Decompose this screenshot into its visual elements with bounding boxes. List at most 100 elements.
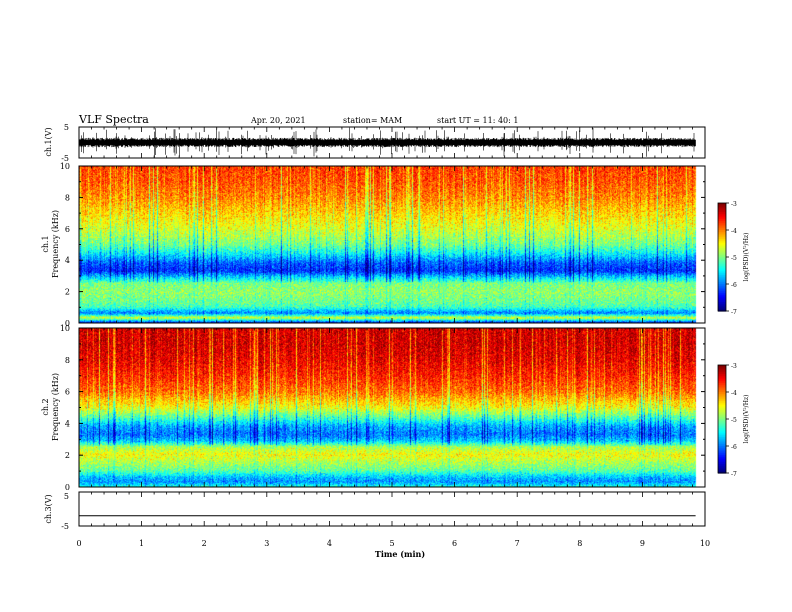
- colorbar-step: [718, 374, 726, 377]
- colorbar-step: [718, 296, 726, 299]
- colorbar-step: [718, 368, 726, 371]
- ch2-spectrogram-ylabel: Frequency (kHz): [51, 373, 60, 441]
- ch2-spectrogram-panel: 0 2 4 6 8 10 ch.2 Frequency (kHz) -3 -4 -5 -6 -7 l…: [41, 324, 750, 492]
- colorbar-step: [718, 203, 726, 206]
- colorbar-step: [718, 213, 726, 217]
- colorbar-step: [718, 392, 726, 395]
- colorbar-step: [718, 231, 726, 235]
- colorbar-step: [718, 456, 726, 460]
- freq-tick-label: 10: [60, 162, 70, 171]
- colorbar-step: [718, 219, 726, 222]
- colorbar-step: [718, 395, 726, 398]
- time-tick-label: 4: [327, 539, 332, 548]
- ch3-ytick-max: 5: [64, 492, 69, 501]
- freq-tick-label: 10: [60, 324, 70, 333]
- colorbar-label: log(PSD)(V²/Hz): [743, 233, 750, 282]
- time-tick-label: 6: [452, 539, 457, 548]
- colorbar-tick-label: -4: [731, 390, 737, 397]
- time-tick-label: 10: [700, 539, 710, 548]
- colorbar-step: [718, 239, 726, 242]
- ch3-waveform-panel: 5 -5 ch.3(V) 0 1 2 3 4 5 6 7 8 9 10 Time (min): [44, 491, 710, 559]
- freq-tick-label: 8: [65, 356, 70, 365]
- time-axis-ticklabels: 0 1 2 3 4 5 6 7 8 9 10: [76, 539, 710, 548]
- colorbar-step: [718, 429, 726, 433]
- start-time-label: start UT = 11: 40: 1: [437, 116, 518, 125]
- ch2-colorbar: -3 -4 -5 -6 -7 log(PSD)(V²/Hz): [717, 363, 750, 478]
- colorbar-step: [718, 222, 726, 226]
- colorbar-step: [718, 260, 726, 263]
- colorbar-step: [718, 431, 726, 434]
- colorbar-step: [718, 287, 726, 290]
- ch1-spectrogram-panel: 0 2 4 6 8 10 ch.1 Frequency (kHz) -3 -4 -5 -6 -7 l…: [41, 162, 750, 328]
- ch3-ytick-min: -5: [61, 522, 69, 531]
- colorbar-step: [718, 271, 726, 274]
- ch1-waveform-ylabel: ch.1(V): [44, 127, 53, 156]
- colorbar-step: [718, 467, 726, 470]
- colorbar-step: [718, 386, 726, 389]
- colorbar-step: [718, 206, 726, 209]
- station-label: station= MAM: [343, 116, 402, 125]
- colorbar-step: [718, 366, 726, 370]
- colorbar-step: [718, 406, 726, 409]
- colorbar-step: [718, 242, 726, 245]
- colorbar-step: [718, 212, 726, 215]
- colorbar-step: [718, 221, 726, 224]
- colorbar-tick-label: -6: [731, 444, 737, 451]
- colorbar-step: [718, 397, 726, 400]
- ch1-waveform-trace: [78, 127, 696, 158]
- colorbar-step: [718, 372, 726, 375]
- colorbar-step: [718, 420, 726, 424]
- colorbar-step: [718, 402, 726, 406]
- ch2-spectrogram-yticks: 0 2 4 6 8 10: [60, 324, 705, 492]
- colorbar-step: [718, 224, 726, 227]
- colorbar-step: [718, 451, 726, 454]
- colorbar-step: [718, 419, 726, 422]
- colorbar-step: [718, 294, 726, 298]
- colorbar-step: [718, 278, 726, 281]
- colorbar-step: [718, 375, 726, 379]
- colorbar-label: log(PSD)(V²/Hz): [743, 395, 750, 444]
- colorbar-step: [718, 266, 726, 269]
- colorbar-step: [718, 300, 726, 303]
- ch1-spectrogram-image: [79, 166, 705, 323]
- freq-tick-label: 2: [65, 451, 70, 460]
- colorbar-step: [718, 410, 726, 413]
- freq-tick-label: 0: [65, 319, 70, 328]
- colorbar-step: [718, 404, 726, 407]
- colorbar-step: [718, 453, 726, 456]
- colorbar-step: [718, 269, 726, 272]
- colorbar-step: [718, 399, 726, 402]
- colorbar-step: [718, 284, 726, 287]
- colorbar-step: [718, 233, 726, 236]
- colorbar-step: [718, 370, 726, 373]
- colorbar-step: [718, 303, 726, 307]
- ch1-spectrogram-yticks: 0 2 4 6 8 10: [60, 162, 705, 328]
- colorbar-step: [718, 422, 726, 425]
- time-tick-label: 9: [640, 539, 645, 548]
- colorbar-step: [718, 469, 726, 472]
- colorbar-step: [718, 240, 726, 244]
- colorbar-tick-label: -7: [731, 471, 737, 478]
- colorbar-step: [718, 401, 726, 404]
- colorbar-step: [718, 226, 726, 229]
- colorbar-step: [718, 455, 726, 458]
- ch1-ytick-max: 5: [64, 123, 69, 132]
- colorbar-step: [718, 449, 726, 452]
- time-tick-label: 2: [202, 539, 207, 548]
- colorbar-step: [718, 426, 726, 429]
- colorbar-step: [718, 433, 726, 436]
- colorbar-step: [718, 305, 726, 308]
- colorbar-step: [718, 464, 726, 467]
- colorbar-step: [718, 264, 726, 267]
- colorbar-step: [718, 438, 726, 442]
- ch1-spectrogram-ylabel: Frequency (kHz): [51, 210, 60, 278]
- colorbar-step: [718, 293, 726, 296]
- colorbar-step: [718, 210, 726, 213]
- colorbar-step: [718, 413, 726, 416]
- colorbar-step: [718, 217, 726, 220]
- freq-tick-label: 2: [65, 288, 70, 297]
- freq-tick-label: 8: [65, 193, 70, 202]
- colorbar-step: [718, 289, 726, 292]
- colorbar-step: [718, 267, 726, 271]
